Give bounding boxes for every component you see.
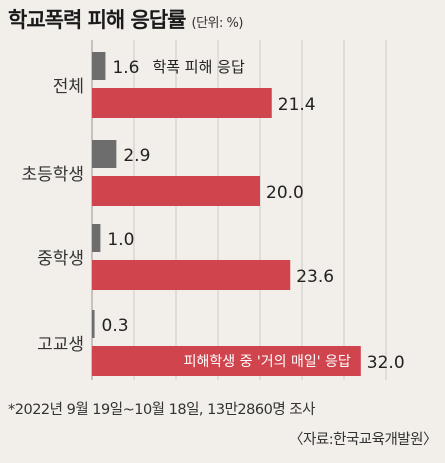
bar-red xyxy=(92,260,291,290)
bar-red xyxy=(92,346,361,376)
chart-title: 학교폭력 피해 응답률 xyxy=(8,8,187,32)
bar-gray xyxy=(92,224,101,252)
bar-red xyxy=(92,88,272,118)
value-label: 1.0 xyxy=(107,230,134,250)
value-label: 32.0 xyxy=(367,353,405,373)
value-label: 20.0 xyxy=(266,183,304,203)
source-label: 〈자료:한국교육개발원〉 xyxy=(289,432,437,448)
value-label: 21.4 xyxy=(278,95,316,115)
chart-header: 학교폭력 피해 응답률 (단위: %) xyxy=(8,4,243,34)
bar-gray xyxy=(92,140,117,168)
category-label: 고교생 xyxy=(37,335,84,355)
bar-red xyxy=(92,176,260,206)
value-label: 23.6 xyxy=(296,267,334,287)
series-annotation: 피해학생 중 '거의 매일' 응답 xyxy=(184,354,351,370)
value-label: 0.3 xyxy=(102,316,129,336)
unit-label: (단위: %) xyxy=(191,16,244,31)
value-label: 1.6 xyxy=(112,58,139,78)
footnote: *2022년 9월 19일~10월 18일, 13만2860명 조사 xyxy=(8,402,315,418)
bar-gray xyxy=(92,52,106,80)
category-label: 전체 xyxy=(53,77,84,97)
value-label: 2.9 xyxy=(123,146,150,166)
bar-gray xyxy=(92,310,95,338)
series-annotation: 학폭 피해 응답 xyxy=(152,58,245,76)
category-label: 중학생 xyxy=(37,249,84,269)
category-label: 초등학생 xyxy=(21,165,84,185)
